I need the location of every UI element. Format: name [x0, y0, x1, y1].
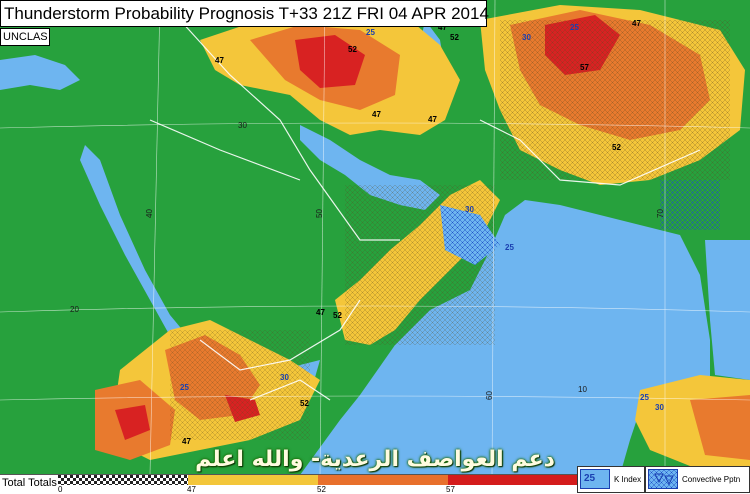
scale-bar: Total Totals 0 47 52 57 — [0, 474, 750, 494]
contour-label: 25 — [570, 23, 579, 32]
contour-label: 30 — [280, 373, 289, 382]
k-index-swatch: 25 — [580, 469, 610, 489]
lat-label-10: 10 — [578, 385, 587, 394]
contour-label: 47 — [182, 437, 191, 446]
lon-label-40: 40 — [145, 209, 154, 218]
lon-label-70: 70 — [656, 209, 665, 218]
contour-label: 52 — [450, 33, 459, 42]
contour-label: 52 — [300, 399, 309, 408]
contour-label: 52 — [333, 311, 342, 320]
tt52-india — [690, 395, 750, 460]
scale-tick-52: 52 — [317, 485, 326, 494]
scale-segment-57 — [448, 475, 578, 485]
contour-label: 47 — [372, 110, 381, 119]
scale-segment-52 — [318, 475, 448, 485]
contour-label: 47 — [215, 56, 224, 65]
scale-tick-0: 0 — [58, 485, 63, 494]
tt57-somalia-west — [115, 405, 150, 440]
scale-tick-57: 57 — [446, 485, 455, 494]
contour-label: 30 — [655, 403, 664, 412]
convective-pptn-east — [660, 180, 720, 230]
k-index-value: 25 — [584, 473, 596, 484]
contour-label: 47 — [632, 19, 641, 28]
scale-segment-47 — [188, 475, 318, 485]
k-index-label: K Index — [614, 475, 642, 484]
arabian-sea — [300, 200, 710, 475]
lon-label-50: 50 — [315, 209, 324, 218]
contour-label: 25 — [366, 28, 375, 37]
scale-segment-0 — [58, 475, 188, 485]
convective-symbol-icon — [649, 470, 677, 488]
red-sea — [80, 145, 205, 368]
contour-label: 25 — [180, 383, 189, 392]
lat-label-20: 20 — [70, 305, 79, 314]
bay-of-bengal — [705, 240, 750, 380]
tt57-turkey-iran — [295, 35, 365, 88]
scale-gradient — [58, 475, 578, 485]
country-borders — [149, 19, 701, 401]
contour-label: 25 — [505, 243, 514, 252]
lon-label-60: 60 — [485, 391, 494, 400]
lat-label-30: 30 — [238, 121, 247, 130]
contour-labels: 47 52 47 52 47 25 30 25 47 52 57 47 30 2… — [180, 19, 664, 446]
contour-label: 52 — [348, 45, 357, 54]
legend-k-index: 25 K Index — [577, 466, 645, 493]
scale-label: Total Totals — [2, 477, 57, 489]
contour-label: 52 — [612, 143, 621, 152]
convective-hatch-oman — [345, 185, 495, 345]
mediterranean — [0, 55, 80, 90]
map-title: Thunderstorm Probability Prognosis T+33 … — [0, 0, 489, 27]
arabic-overlay-text: دعم العواصف الرعدية- والله اعلم — [195, 447, 555, 472]
convective-swatch — [648, 469, 678, 489]
convective-label: Convective Pptn — [682, 475, 741, 484]
scale-tick-47: 47 — [187, 485, 196, 494]
contour-label: 47 — [428, 115, 437, 124]
convective-pptn-hatch — [440, 205, 500, 265]
contour-label: 57 — [580, 63, 589, 72]
contour-label: 30 — [522, 33, 531, 42]
convective-hatch-north — [500, 20, 730, 180]
legend-convective: Convective Pptn — [645, 466, 750, 493]
contour-label: 47 — [316, 308, 325, 317]
contour-label: 30 — [465, 205, 474, 214]
classification-label: UNCLAS — [0, 28, 50, 46]
contour-label: 25 — [640, 393, 649, 402]
contour-label: 47 — [438, 23, 447, 32]
graticule — [0, 0, 750, 476]
